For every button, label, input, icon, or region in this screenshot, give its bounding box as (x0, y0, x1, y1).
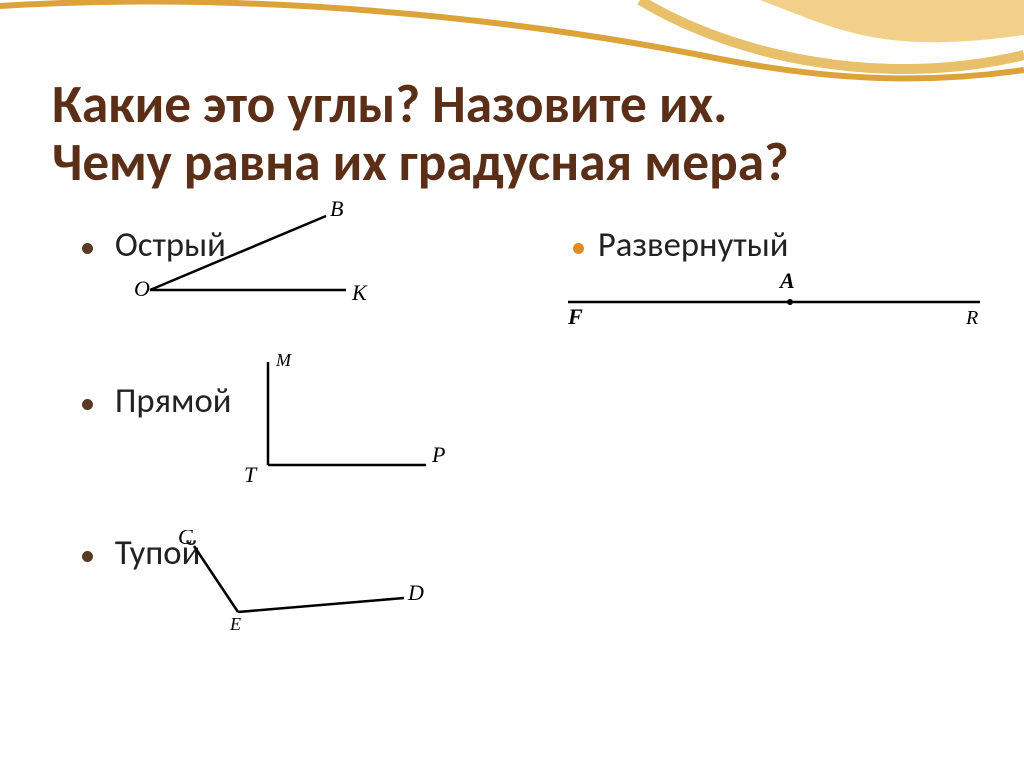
vertex-label-T: T (244, 462, 258, 485)
point-label-F: F (567, 304, 583, 329)
vertex-dot-A (787, 299, 793, 305)
swoosh-mid (640, 0, 1024, 69)
straight-angle-diagram: A F R (560, 270, 990, 330)
item-acute-label: Острый (82, 224, 226, 266)
point-label-P: P (431, 442, 445, 467)
point-label-D: D (407, 580, 424, 605)
item-right-label: Прямой (82, 380, 231, 422)
obtuse-angle-diagram: C E D (168, 530, 428, 630)
point-label-M: M (275, 350, 292, 370)
slide-title: Какие это углы? Назовите их. Чему равна … (52, 76, 972, 191)
right-angle-diagram: M T P (220, 350, 450, 485)
vertex-label-A: A (778, 270, 795, 293)
title-line-1: Какие это углы? Назовите их. (52, 76, 972, 134)
ray-EC (194, 546, 238, 612)
swoosh-inner (760, 0, 1024, 42)
vertex-label-O: O (134, 276, 150, 301)
point-label-R: R (965, 307, 978, 329)
swoosh-outer (0, 2, 1024, 79)
item-straight-label: Развернутый (540, 224, 789, 266)
title-line-2: Чему равна их градусная мера? (52, 134, 972, 192)
point-label-K: K (351, 280, 368, 305)
vertex-label-E: E (229, 614, 241, 630)
item-obtuse-label: Тупой (82, 532, 200, 574)
point-label-B: B (330, 200, 343, 221)
ray-ED (238, 598, 404, 612)
accent-bullet-icon (573, 243, 584, 254)
